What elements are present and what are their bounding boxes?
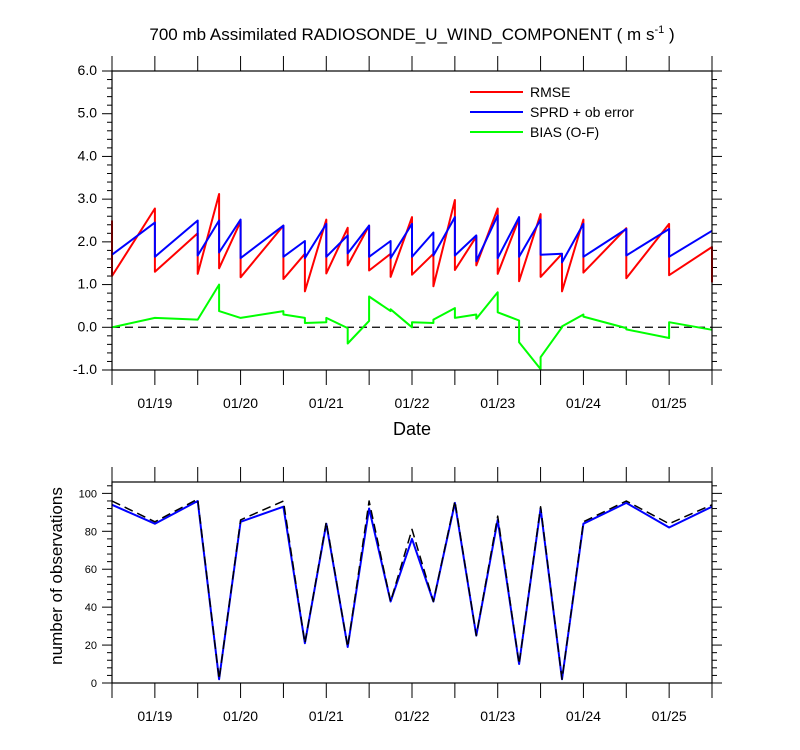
bottom-chart-series-assimilated — [111, 500, 713, 681]
bottom-chart-xtick-label: 01/22 — [394, 708, 429, 724]
top-chart-xtick-label: 01/25 — [652, 395, 687, 411]
top-chart-xtick-label: 01/23 — [480, 395, 515, 411]
bottom-chart-xtick-label: 01/19 — [137, 708, 172, 724]
top-chart-ytick-label: 3.0 — [78, 190, 98, 206]
bottom-chart-xtick-label: 01/23 — [480, 708, 515, 724]
top-chart-ytick-label: 4.0 — [78, 147, 98, 163]
top-chart-xlabel: Date — [393, 419, 431, 439]
top-chart-ytick-label: 6.0 — [78, 62, 98, 78]
top-chart-xtick-label: 01/22 — [394, 395, 429, 411]
bottom-chart-xtick-label: 01/20 — [223, 708, 258, 724]
top-chart-xtick-label: 01/20 — [223, 395, 258, 411]
top-chart-axes: -1.0 0.0 1.0 2.0 3.0 4.0 5.0 6.0 01/19 01/20 01/21… — [73, 56, 722, 411]
bottom-chart-ytick-label: 40 — [85, 602, 97, 614]
bottom-chart-ytick-label: 60 — [85, 564, 97, 576]
top-chart-series-bias-o-f — [111, 283, 713, 371]
top-chart-series — [111, 193, 713, 371]
bottom-chart-ytick-label: 80 — [85, 526, 97, 538]
legend-rmse-label: RMSE — [530, 84, 570, 100]
top-chart-ytick-label: -1.0 — [73, 361, 97, 377]
top-chart-ytick-label: 1.0 — [78, 276, 98, 292]
bottom-chart-axes: 0 20 40 60 80 100 01/19 01/20 01/21 01/22 01/23 01/… — [79, 467, 722, 724]
bottom-chart-series-total — [111, 498, 713, 680]
bottom-chart-xtick-label: 01/25 — [652, 708, 687, 724]
bottom-chart-panel: 0 20 40 60 80 100 01/19 01/20 01/21 01/22 01/23 01/… — [79, 467, 722, 724]
bottom-chart-xtick-label: 01/24 — [566, 708, 601, 724]
bottom-chart-xtick-label: 01/21 — [309, 708, 344, 724]
legend-bias-label: BIAS (O-F) — [530, 124, 599, 140]
chart-title: 700 mb Assimilated RADIOSONDE_U_WIND_COM… — [149, 24, 674, 44]
top-chart-xtick-label: 01/21 — [309, 395, 344, 411]
top-chart-ytick-label: 5.0 — [78, 105, 98, 121]
bottom-chart-series — [111, 498, 713, 681]
bottom-chart-ylabel: number of observations — [47, 487, 66, 665]
bottom-chart-ytick-label: 100 — [79, 488, 97, 500]
bottom-chart-ytick-label: 20 — [85, 640, 97, 652]
top-chart-panel: -1.0 0.0 1.0 2.0 3.0 4.0 5.0 6.0 01/19 01/20 01/21… — [73, 56, 722, 411]
top-chart-frame — [111, 70, 713, 371]
top-chart-series-sprd-ob-error — [111, 214, 713, 264]
top-chart-xtick-label: 01/24 — [566, 395, 601, 411]
bottom-chart-ytick-label: 0 — [91, 678, 97, 690]
top-chart-ytick-label: 2.0 — [78, 233, 98, 249]
legend-sprd-label: SPRD + ob error — [530, 104, 634, 120]
top-chart-xtick-label: 01/19 — [137, 395, 172, 411]
bottom-chart-frame — [111, 481, 713, 684]
top-chart-legend: RMSE SPRD + ob error BIAS (O-F) — [470, 84, 634, 140]
top-chart-ytick-label: 0.0 — [78, 318, 98, 334]
